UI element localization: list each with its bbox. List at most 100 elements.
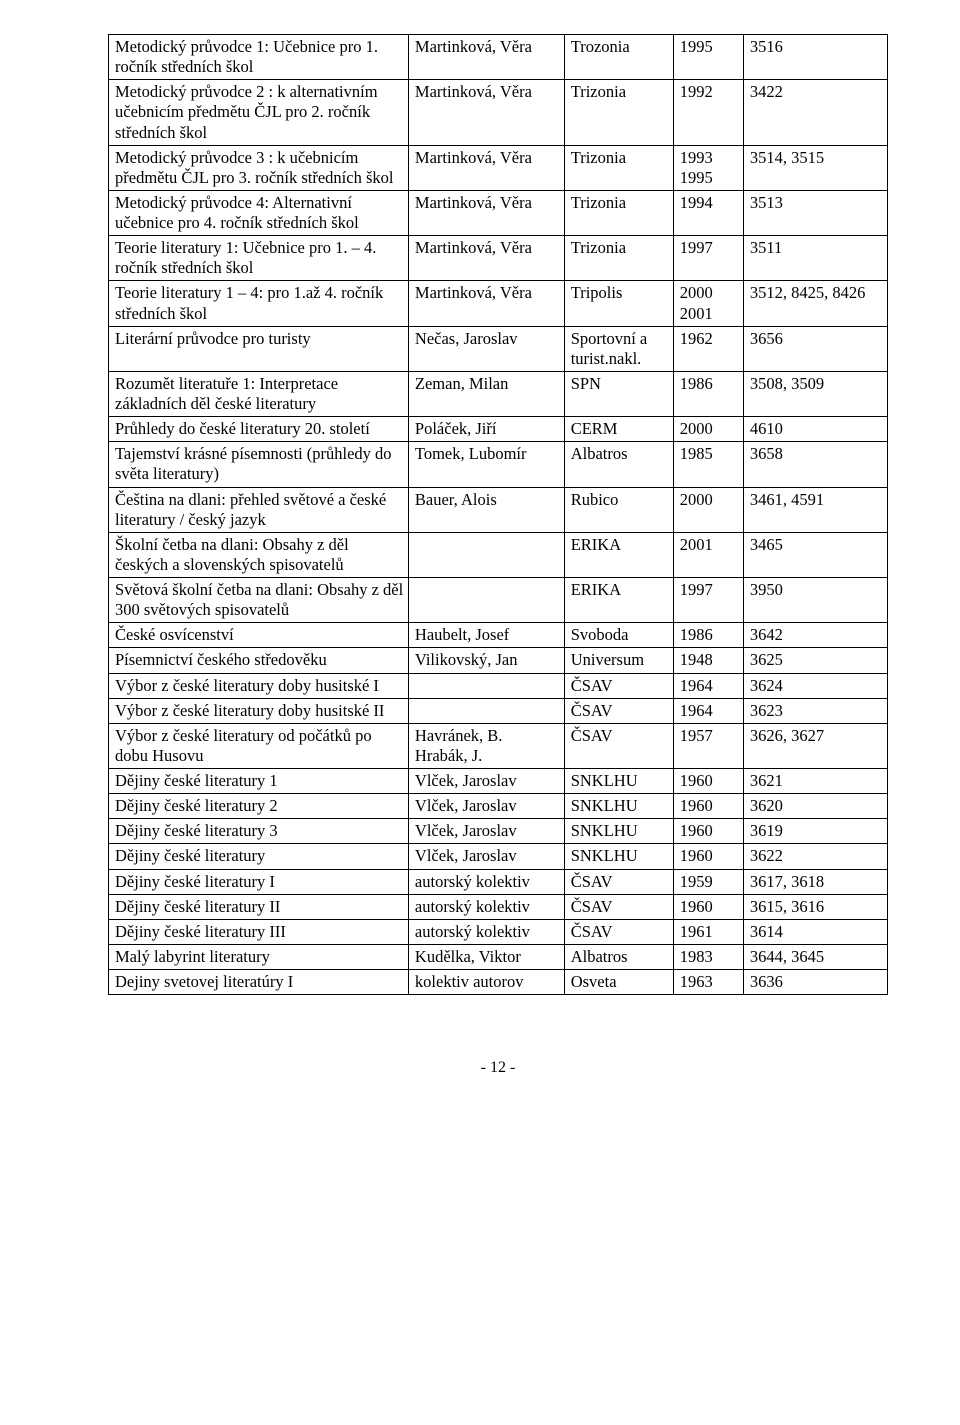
table-cell-col3: 1964 [673, 698, 743, 723]
table-cell-col1 [408, 532, 564, 577]
table-cell-col4: 3514, 3515 [743, 145, 887, 190]
table-cell-col3: 1960 [673, 819, 743, 844]
table-cell-col1: Kudělka, Viktor [408, 944, 564, 969]
table-row: Dejiny svetovej literatúry Ikolektiv aut… [109, 970, 888, 995]
table-row: Malý labyrint literaturyKudělka, ViktorA… [109, 944, 888, 969]
table-cell-col3: 1957 [673, 723, 743, 768]
table-cell-col3: 1960 [673, 769, 743, 794]
table-cell-col4: 3619 [743, 819, 887, 844]
table-cell-col1: Martinková, Věra [408, 236, 564, 281]
table-row: Tajemství krásné písemnosti (průhledy do… [109, 442, 888, 487]
table-row: Školní četba na dlani: Obsahy z děl česk… [109, 532, 888, 577]
table-body: Metodický průvodce 1: Učebnice pro 1. ro… [109, 35, 888, 995]
table-cell-col1 [408, 578, 564, 623]
table-cell-col3: 1964 [673, 673, 743, 698]
table-row: Výbor z české literatury doby husitské I… [109, 673, 888, 698]
table-cell-col4: 3422 [743, 80, 887, 145]
table-cell-col2: Trozonia [564, 35, 673, 80]
table-cell-col4: 3644, 3645 [743, 944, 887, 969]
table-cell-col4: 3622 [743, 844, 887, 869]
table-cell-col0: Malý labyrint literatury [109, 944, 409, 969]
table-cell-col2: Albatros [564, 442, 673, 487]
table-cell-col2: ERIKA [564, 532, 673, 577]
table-cell-col4: 3626, 3627 [743, 723, 887, 768]
table-cell-col2: Trizonia [564, 190, 673, 235]
table-cell-col2: ČSAV [564, 894, 673, 919]
table-row: Světová školní četba na dlani: Obsahy z … [109, 578, 888, 623]
table-row: Dějiny české literatury 2Vlček, Jaroslav… [109, 794, 888, 819]
table-cell-col0: Dějiny české literatury III [109, 919, 409, 944]
table-cell-col0: Teorie literatury 1 – 4: pro 1.až 4. roč… [109, 281, 409, 326]
table-cell-col1: Vlček, Jaroslav [408, 794, 564, 819]
table-cell-col4: 3511 [743, 236, 887, 281]
literature-table: Metodický průvodce 1: Učebnice pro 1. ro… [108, 34, 888, 995]
table-cell-col1: Nečas, Jaroslav [408, 326, 564, 371]
table-cell-col1: Haubelt, Josef [408, 623, 564, 648]
table-cell-col4: 3642 [743, 623, 887, 648]
table-cell-col2: Tripolis [564, 281, 673, 326]
table-cell-col3: 1963 [673, 970, 743, 995]
table-cell-col0: Dějiny české literatury [109, 844, 409, 869]
table-cell-col4: 3461, 4591 [743, 487, 887, 532]
table-cell-col4: 3621 [743, 769, 887, 794]
table-cell-col3: 1983 [673, 944, 743, 969]
table-cell-col4: 3658 [743, 442, 887, 487]
table-row: Metodický průvodce 4: Alternativní učebn… [109, 190, 888, 235]
table-cell-col2: ERIKA [564, 578, 673, 623]
table-cell-col1: Martinková, Věra [408, 281, 564, 326]
table-cell-col2: ČSAV [564, 919, 673, 944]
table-cell-col0: Písemnictví českého středověku [109, 648, 409, 673]
table-cell-col4: 3615, 3616 [743, 894, 887, 919]
table-cell-col2: Trizonia [564, 145, 673, 190]
table-cell-col3: 1992 [673, 80, 743, 145]
table-cell-col4: 3465 [743, 532, 887, 577]
table-cell-col2: SNKLHU [564, 769, 673, 794]
table-cell-col3: 20002001 [673, 281, 743, 326]
table-cell-col0: Výbor z české literatury doby husitské I [109, 673, 409, 698]
table-cell-col2: Universum [564, 648, 673, 673]
table-cell-col3: 1960 [673, 894, 743, 919]
table-row: České osvícenstvíHaubelt, JosefSvoboda19… [109, 623, 888, 648]
table-cell-col4: 3614 [743, 919, 887, 944]
table-cell-col1 [408, 673, 564, 698]
table-row: Písemnictví českého středověkuVilikovský… [109, 648, 888, 673]
table-cell-col4: 3623 [743, 698, 887, 723]
table-cell-col4: 3512, 8425, 8426 [743, 281, 887, 326]
table-row: Rozumět literatuře 1: Interpretace zákla… [109, 371, 888, 416]
table-cell-col4: 3624 [743, 673, 887, 698]
table-cell-col1: Vlček, Jaroslav [408, 769, 564, 794]
table-cell-col2: CERM [564, 417, 673, 442]
table-cell-col2: ČSAV [564, 869, 673, 894]
table-cell-col3: 1985 [673, 442, 743, 487]
table-cell-col1: autorský kolektiv [408, 869, 564, 894]
table-row: Metodický průvodce 1: Učebnice pro 1. ro… [109, 35, 888, 80]
table-cell-col0: Rozumět literatuře 1: Interpretace zákla… [109, 371, 409, 416]
document-page: Metodický průvodce 1: Učebnice pro 1. ro… [0, 0, 960, 1101]
table-cell-col4: 3656 [743, 326, 887, 371]
table-cell-col1: autorský kolektiv [408, 919, 564, 944]
table-cell-col1: Havránek, B.Hrabák, J. [408, 723, 564, 768]
table-cell-col4: 3617, 3618 [743, 869, 887, 894]
table-cell-col2: ČSAV [564, 723, 673, 768]
table-cell-col3: 1959 [673, 869, 743, 894]
table-cell-col1: Tomek, Lubomír [408, 442, 564, 487]
table-cell-col3: 1986 [673, 623, 743, 648]
table-cell-col0: Průhledy do české literatury 20. století [109, 417, 409, 442]
table-cell-col2: Rubico [564, 487, 673, 532]
table-cell-col2: Osveta [564, 970, 673, 995]
table-cell-col3: 2001 [673, 532, 743, 577]
table-cell-col3: 1997 [673, 236, 743, 281]
table-cell-col3: 1960 [673, 794, 743, 819]
table-cell-col4: 3516 [743, 35, 887, 80]
table-cell-col3: 19931995 [673, 145, 743, 190]
table-cell-col0: Školní četba na dlani: Obsahy z děl česk… [109, 532, 409, 577]
table-row: Literární průvodce pro turistyNečas, Jar… [109, 326, 888, 371]
table-row: Dějiny české literatury IIIautorský kole… [109, 919, 888, 944]
table-cell-col1: Zeman, Milan [408, 371, 564, 416]
table-cell-col0: Literární průvodce pro turisty [109, 326, 409, 371]
table-cell-col1: Martinková, Věra [408, 80, 564, 145]
table-cell-col3: 1962 [673, 326, 743, 371]
table-row: Dějiny české literatury IIautorský kolek… [109, 894, 888, 919]
table-cell-col1: Bauer, Alois [408, 487, 564, 532]
table-cell-col0: Dějiny české literatury II [109, 894, 409, 919]
